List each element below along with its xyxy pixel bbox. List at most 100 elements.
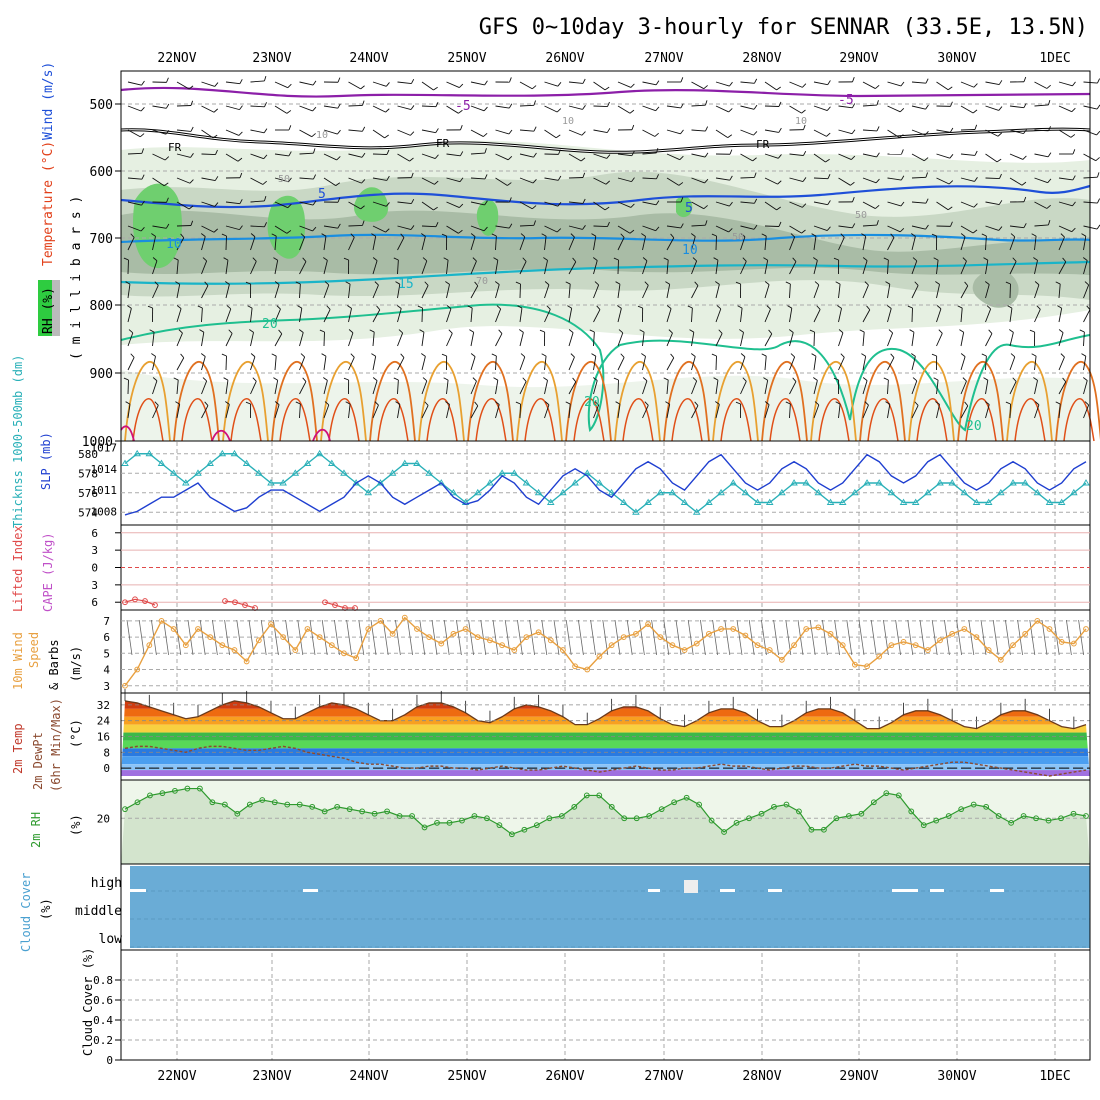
wind-barb-flag <box>864 281 869 286</box>
wind-barb-flag <box>247 305 253 309</box>
wind-barb-flag <box>323 257 328 261</box>
wind-barb-flag <box>469 329 474 333</box>
wind10m-point <box>778 656 785 663</box>
wind-barb <box>691 177 705 184</box>
wind-barb-flag <box>396 305 402 309</box>
temp-contour-30 <box>769 397 801 442</box>
wind-barb <box>666 153 680 161</box>
wind-barb <box>862 332 865 347</box>
thickness-tick-label: 576 <box>78 487 98 500</box>
wind-barb <box>421 129 436 134</box>
wind-barb <box>985 129 999 137</box>
wind-barb <box>789 81 803 88</box>
wind-barb <box>617 81 632 88</box>
wind10m-point <box>231 647 238 653</box>
wind10m-axis-label-2: Speed <box>27 632 41 668</box>
wind-barb-flag <box>295 401 301 405</box>
wind-barb <box>617 332 624 347</box>
wind-barb <box>446 260 449 275</box>
temp-contour-25 <box>271 361 318 442</box>
wind10m-point <box>316 634 323 640</box>
wind-barb-10m <box>419 619 426 656</box>
temp-tick-label: 0 <box>103 762 110 775</box>
thickness-point <box>1082 479 1090 486</box>
cloud-clear-gap <box>648 889 660 892</box>
wind-barb-flag <box>424 401 429 406</box>
wind-barb-flag <box>678 182 684 186</box>
wind-barb-flag <box>472 257 477 262</box>
date-label-top: 26NOV <box>545 51 584 66</box>
wind-barb-flag <box>761 233 767 237</box>
wind10m-point <box>742 632 749 639</box>
wind-barb <box>299 356 306 371</box>
wind-barb-flag <box>788 329 794 333</box>
wind-barb-flag <box>345 281 351 285</box>
wind-barb-flag <box>694 401 699 406</box>
wind-barb-flag <box>324 401 330 406</box>
wind-barb-flag <box>1060 233 1065 238</box>
wind-barb-flag <box>276 305 281 310</box>
wind-barb-flag <box>613 257 619 261</box>
wind-barb-flag <box>410 105 415 110</box>
wind-barb-flag <box>998 200 1003 205</box>
wind-barb-flag <box>909 329 915 333</box>
wind-barb <box>372 81 387 87</box>
precip-tick-label: 0.2 <box>93 1034 113 1047</box>
lifted-index-point <box>152 602 158 609</box>
wind-barb-flag <box>173 377 179 381</box>
rh2m-point <box>646 813 653 819</box>
wind-barb <box>593 404 600 419</box>
thickness-point <box>121 459 129 466</box>
wind-barb-flag <box>472 377 477 382</box>
wind-barb <box>960 260 967 275</box>
wind-barb-flag <box>996 158 1002 163</box>
wind-barb-flag <box>604 206 610 211</box>
wind-barb <box>176 237 185 251</box>
wind-barb <box>225 225 240 231</box>
wind-barb-flag <box>350 233 355 238</box>
rh2m-point <box>958 806 965 813</box>
wind-barb <box>642 236 646 251</box>
wind-barb <box>1009 153 1024 160</box>
thickness-point <box>705 498 713 505</box>
wind-barb <box>250 105 265 108</box>
wind-barb <box>960 201 975 208</box>
wind-barb-flag <box>948 180 954 185</box>
wind-barb <box>1083 331 1085 347</box>
rh2m-point <box>147 792 153 799</box>
wind-barb <box>519 236 526 251</box>
wind-barb-10m <box>273 619 279 656</box>
wind-barb-flag <box>410 131 415 136</box>
wind-barb <box>225 333 233 347</box>
wind-barb <box>1009 177 1023 186</box>
wind-barb-flag <box>1046 204 1051 209</box>
thickness-tick-label: 580 <box>78 448 98 461</box>
wind-barb-flag <box>727 134 733 138</box>
thickness-point <box>692 508 701 515</box>
wind-barb-flag <box>592 377 598 381</box>
wind-barb-flag <box>422 377 428 382</box>
wind-barb <box>617 284 621 299</box>
wind-barb <box>274 284 280 299</box>
wind-barb-flag <box>753 131 758 136</box>
temp-contour-35 <box>120 425 135 442</box>
wind-barb-flag <box>1097 198 1100 204</box>
wind-barb-flag <box>665 401 670 405</box>
wind-barb-flag <box>589 329 595 333</box>
wind-barb-flag <box>763 257 768 261</box>
wind-barb-flag <box>295 281 301 285</box>
wind10m-point <box>973 634 980 640</box>
wind-barb-flag <box>484 174 488 180</box>
wind-barb-flag <box>778 127 782 133</box>
thickness-tick-label: 574 <box>78 506 98 519</box>
wind-barb <box>642 152 657 155</box>
wind-barb-flag <box>507 155 513 161</box>
wind-barb-flag <box>434 180 439 185</box>
wind-barb <box>250 332 254 347</box>
wind-barb-flag <box>163 182 169 187</box>
wind-barb <box>838 153 852 160</box>
wind-barb <box>397 332 404 347</box>
thickness-point <box>984 498 993 505</box>
wind-barb <box>1058 177 1073 181</box>
wind-barb-flag <box>826 106 831 111</box>
